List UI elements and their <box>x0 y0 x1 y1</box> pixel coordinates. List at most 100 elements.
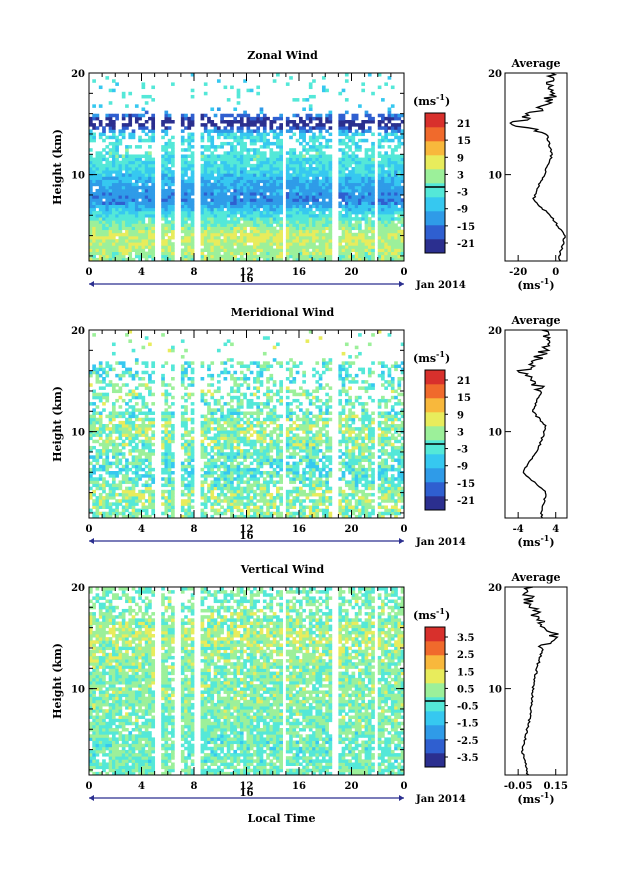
heatmap-cell <box>295 163 300 168</box>
heatmap-cell <box>144 179 149 184</box>
heatmap-cell <box>371 157 375 162</box>
heatmap-cell <box>190 188 195 193</box>
heatmap-cell <box>148 442 152 447</box>
heatmap-cell <box>164 411 169 415</box>
heatmap-cell <box>161 411 165 415</box>
heatmap-cell <box>187 226 192 231</box>
heatmap-cell <box>302 129 306 133</box>
heatmap-cell <box>243 123 247 127</box>
heatmap-cell <box>328 145 333 149</box>
heatmap-cell <box>180 483 185 488</box>
heatmap-cell <box>328 163 333 168</box>
heatmap-cell <box>167 167 172 171</box>
heatmap-cell <box>390 185 395 190</box>
heatmap-cell <box>108 427 113 431</box>
heatmap-cell <box>200 185 205 190</box>
heatmap-cell <box>259 135 264 140</box>
heatmap-cell <box>121 430 126 434</box>
heatmap-cell <box>318 126 323 130</box>
heatmap-cell <box>253 173 257 177</box>
heatmap-cell <box>266 254 270 259</box>
heatmap-cell <box>180 198 185 202</box>
heatmap-cell <box>371 141 375 146</box>
heatmap-cell <box>121 198 126 202</box>
heatmap-cell <box>325 220 329 224</box>
heatmap-cell <box>276 254 280 259</box>
heatmap-cell <box>312 254 316 259</box>
heatmap-cell <box>292 201 297 205</box>
heatmap-cell <box>134 210 139 215</box>
heatmap-cell <box>213 207 218 212</box>
heatmap-cell <box>328 257 333 262</box>
heatmap-cell <box>95 395 100 400</box>
heatmap-cell <box>141 182 146 187</box>
heatmap-cell <box>161 417 165 422</box>
heatmap-cell <box>148 185 152 190</box>
heatmap-cell <box>371 116 375 121</box>
heatmap-cell <box>141 430 146 434</box>
heatmap-cell <box>253 116 257 121</box>
heatmap-cell <box>269 160 274 165</box>
heatmap-cell <box>341 170 346 174</box>
heatmap-cell <box>180 154 185 158</box>
heatmap-cell <box>381 179 385 184</box>
heatmap-cell <box>138 113 142 118</box>
heatmap-cell <box>213 126 218 130</box>
heatmap-cell <box>105 173 110 177</box>
heatmap-cell <box>125 257 129 262</box>
heatmap-cell <box>371 201 375 205</box>
heatmap-cell <box>148 458 152 462</box>
heatmap-cell <box>144 364 149 368</box>
heatmap-cell <box>131 154 136 158</box>
heatmap-cell <box>358 176 362 180</box>
heatmap-cell <box>223 486 228 491</box>
heatmap-cell <box>397 229 402 234</box>
heatmap-cell <box>220 427 224 431</box>
heatmap-cell <box>344 79 349 83</box>
heatmap-cell <box>233 486 238 491</box>
heatmap-cell <box>171 141 175 146</box>
heatmap-cell <box>394 113 398 118</box>
heatmap-cell <box>233 157 238 162</box>
heatmap-cell <box>161 192 165 196</box>
heatmap-cell <box>351 132 356 137</box>
heatmap-cell <box>269 251 274 256</box>
heatmap-cell <box>299 151 303 155</box>
heatmap-cell <box>141 129 146 133</box>
heatmap-cell <box>361 132 366 137</box>
heatmap-cell <box>184 257 188 262</box>
heatmap-cell <box>312 167 316 171</box>
heatmap-cell <box>167 257 172 262</box>
heatmap-cell <box>207 135 211 140</box>
heatmap-cell <box>299 185 303 190</box>
heatmap-cell <box>341 182 346 187</box>
heatmap-cell <box>315 192 320 196</box>
heatmap-cell <box>318 182 323 187</box>
heatmap-cell <box>213 179 218 184</box>
heatmap-cell <box>187 239 192 243</box>
heatmap-cell <box>200 483 205 488</box>
heatmap-cell <box>239 176 244 180</box>
heatmap-cell <box>102 449 106 453</box>
heatmap-cell <box>381 126 385 130</box>
heatmap-cell <box>289 251 293 256</box>
heatmap-cell <box>118 458 123 462</box>
heatmap-cell <box>128 389 133 394</box>
heatmap-cell <box>295 179 300 184</box>
heatmap-cell <box>131 173 136 177</box>
heatmap-cell <box>299 173 303 177</box>
heatmap-cell <box>358 217 362 221</box>
heatmap-cell <box>207 182 211 187</box>
heatmap-cell <box>151 232 156 237</box>
heatmap-cell <box>141 458 146 462</box>
heatmap-cell <box>348 198 352 202</box>
heatmap-cell <box>213 182 218 187</box>
heatmap-cell <box>141 467 146 472</box>
heatmap-cell <box>167 471 172 475</box>
heatmap-cell <box>226 414 231 419</box>
heatmap-cell <box>305 248 310 252</box>
heatmap-cell <box>115 160 119 165</box>
heatmap-cell <box>249 198 254 202</box>
heatmap-cell <box>394 204 398 209</box>
heatmap-cell <box>98 427 103 431</box>
